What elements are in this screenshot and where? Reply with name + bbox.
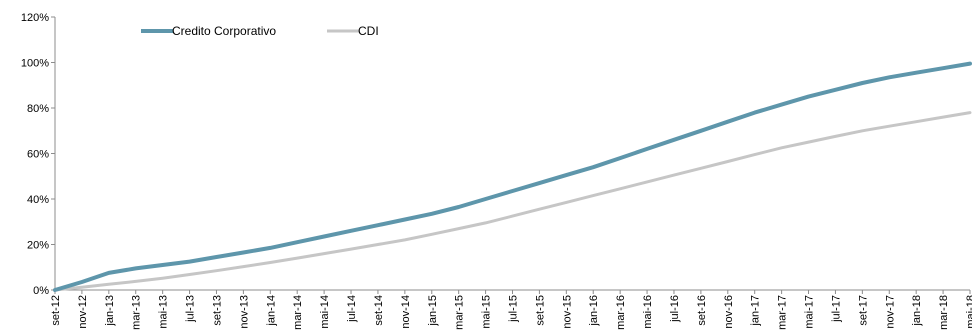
x-tick-label: jan-16 — [588, 295, 600, 327]
x-tick-label: set-14 — [373, 295, 385, 326]
x-tick-label: jul-16 — [669, 295, 681, 323]
x-tick-label: jan-18 — [911, 295, 923, 327]
x-tick-label: set-13 — [211, 295, 223, 326]
legend-label: CDI — [358, 24, 379, 38]
legend-label: Credito Corporativo — [172, 24, 276, 38]
x-tick-label: mar-15 — [454, 295, 466, 330]
y-tick-label: 120% — [21, 12, 49, 24]
x-tick-label: set-17 — [857, 295, 869, 326]
x-tick-label: nov-14 — [400, 295, 412, 329]
x-tick-label: mai-13 — [158, 295, 170, 329]
x-tick-label: mai-18 — [965, 295, 972, 329]
x-axis: set-12 nov-12 jan-13 mar-13 mai-13 jul-13 set-… — [50, 289, 972, 330]
x-tick-label: mar-16 — [615, 295, 627, 330]
x-tick-label: jan-14 — [265, 295, 277, 327]
x-tick-label: jan-13 — [104, 295, 116, 327]
x-tick-label: mai-14 — [319, 295, 331, 329]
x-tick-label: mar-17 — [777, 295, 789, 330]
legend: Credito Corporativo CDI — [141, 24, 379, 38]
x-tick-label: nov-16 — [723, 295, 735, 329]
y-tick-label: 100% — [21, 58, 49, 70]
series-lines — [53, 61, 972, 292]
x-tick-label: jul-14 — [346, 295, 358, 323]
y-tick-label: 80% — [27, 103, 49, 115]
y-tick-label: 20% — [27, 240, 49, 252]
x-tick-label: set-15 — [534, 295, 546, 326]
y-tick-label: 0% — [33, 285, 49, 297]
x-tick-label: nov-12 — [77, 295, 89, 329]
y-tick-label: 40% — [27, 194, 49, 206]
x-tick-label: mar-13 — [131, 295, 143, 330]
x-tick-label: nov-15 — [561, 295, 573, 329]
x-tick-label: jul-15 — [508, 295, 520, 323]
x-tick-label: mai-15 — [481, 295, 493, 329]
x-tick-label: mai-16 — [642, 295, 654, 329]
y-axis: 0% 20% 40% 60% 80% 100% 120% — [21, 12, 56, 297]
x-tick-label: jan-17 — [750, 295, 762, 327]
series-line-0 — [53, 61, 972, 292]
x-tick-label: mar-18 — [938, 295, 950, 330]
x-tick-label: set-12 — [50, 295, 62, 326]
x-tick-label: set-16 — [696, 295, 708, 326]
series-line-1 — [53, 111, 972, 292]
y-tick-label: 60% — [27, 149, 49, 161]
x-tick-label: jul-17 — [830, 295, 842, 323]
x-tick-label: nov-17 — [884, 295, 896, 329]
x-tick-label: mar-14 — [292, 295, 304, 330]
x-tick-label: nov-13 — [238, 295, 250, 329]
x-tick-label: mai-17 — [804, 295, 816, 329]
x-tick-label: jul-13 — [185, 295, 197, 323]
x-tick-label: jan-15 — [427, 295, 439, 327]
